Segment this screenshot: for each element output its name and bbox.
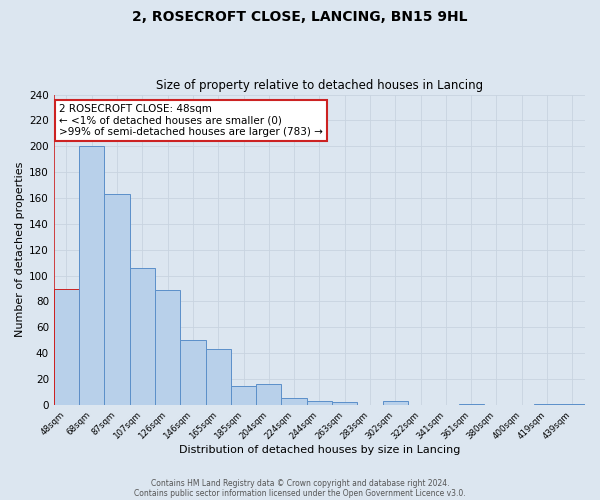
X-axis label: Distribution of detached houses by size in Lancing: Distribution of detached houses by size … xyxy=(179,445,460,455)
Text: Contains HM Land Registry data © Crown copyright and database right 2024.: Contains HM Land Registry data © Crown c… xyxy=(151,478,449,488)
Bar xyxy=(307,401,332,405)
Bar xyxy=(231,386,256,405)
Bar xyxy=(104,194,130,405)
Text: 2, ROSECROFT CLOSE, LANCING, BN15 9HL: 2, ROSECROFT CLOSE, LANCING, BN15 9HL xyxy=(132,10,468,24)
Bar xyxy=(560,404,585,405)
Bar xyxy=(256,384,281,405)
Bar xyxy=(130,268,155,405)
Bar xyxy=(281,398,307,405)
Text: Contains public sector information licensed under the Open Government Licence v3: Contains public sector information licen… xyxy=(134,488,466,498)
Bar xyxy=(206,350,231,405)
Bar xyxy=(79,146,104,405)
Bar xyxy=(54,288,79,405)
Y-axis label: Number of detached properties: Number of detached properties xyxy=(15,162,25,338)
Bar xyxy=(332,402,358,405)
Title: Size of property relative to detached houses in Lancing: Size of property relative to detached ho… xyxy=(156,79,483,92)
Bar xyxy=(458,404,484,405)
Bar xyxy=(180,340,206,405)
Bar xyxy=(155,290,180,405)
Text: 2 ROSECROFT CLOSE: 48sqm
← <1% of detached houses are smaller (0)
>99% of semi-d: 2 ROSECROFT CLOSE: 48sqm ← <1% of detach… xyxy=(59,104,323,137)
Bar xyxy=(383,401,408,405)
Bar xyxy=(535,404,560,405)
